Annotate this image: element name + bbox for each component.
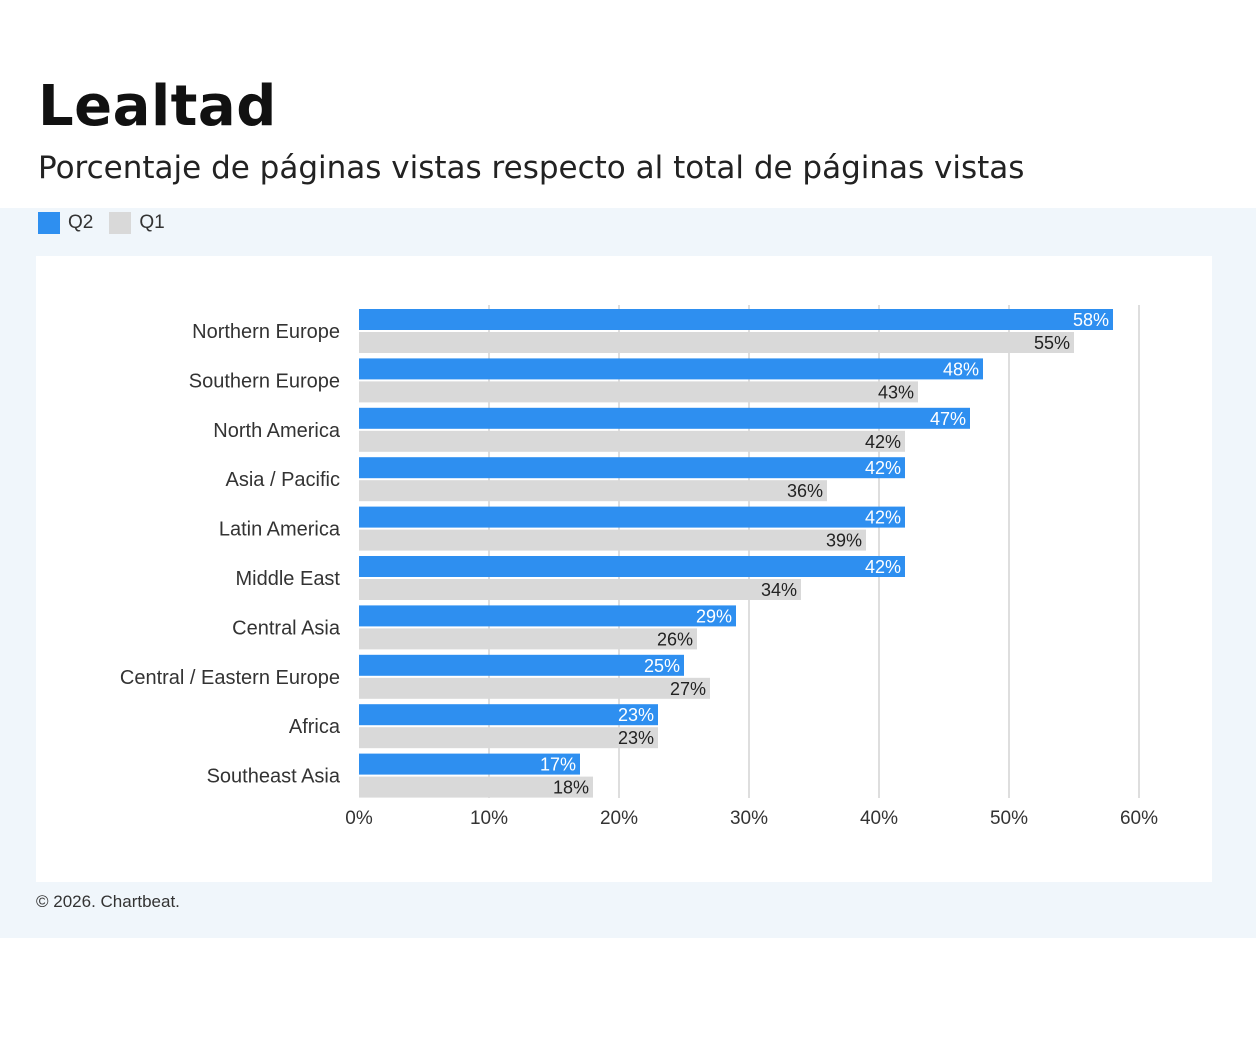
data-label-q1: 36% bbox=[787, 481, 823, 501]
x-tick-label: 0% bbox=[345, 808, 373, 829]
legend-swatch-q1 bbox=[109, 212, 132, 234]
bar-q2 bbox=[359, 753, 580, 775]
bar-q1 bbox=[359, 529, 866, 551]
data-label-q1: 27% bbox=[670, 679, 706, 699]
category-label: Middle East bbox=[236, 568, 341, 590]
data-label-q1: 18% bbox=[553, 778, 589, 798]
bar-q1 bbox=[359, 430, 905, 452]
data-label-q2: 25% bbox=[644, 656, 680, 676]
data-label-q2: 42% bbox=[865, 508, 901, 528]
data-label-q2: 23% bbox=[618, 705, 654, 725]
bar-q2 bbox=[359, 358, 983, 380]
x-tick-label: 50% bbox=[990, 808, 1028, 829]
bar-q1 bbox=[359, 381, 918, 403]
category-label: Central Asia bbox=[232, 617, 341, 639]
category-label: North America bbox=[213, 420, 341, 442]
bar-q2 bbox=[359, 506, 905, 528]
legend-item-q2: Q2 bbox=[38, 212, 93, 234]
x-tick-label: 20% bbox=[600, 808, 638, 829]
bar-q1 bbox=[359, 332, 1074, 353]
category-label: Asia / Pacific bbox=[226, 469, 340, 491]
category-label: Northern Europe bbox=[192, 321, 340, 343]
bar-q1 bbox=[359, 727, 658, 749]
chart-title: Lealtad bbox=[38, 74, 277, 139]
bar-q2 bbox=[359, 605, 736, 627]
chart-subtitle: Porcentaje de páginas vistas respecto al… bbox=[38, 150, 1025, 186]
legend-label-q2: Q2 bbox=[68, 212, 94, 233]
bar-q2 bbox=[359, 407, 970, 429]
x-tick-label: 40% bbox=[860, 808, 898, 829]
bar-q2 bbox=[359, 309, 1113, 330]
x-tick-label: 60% bbox=[1120, 808, 1158, 829]
data-label-q1: 34% bbox=[761, 580, 797, 600]
category-label: Africa bbox=[289, 716, 341, 738]
category-label: Southeast Asia bbox=[207, 766, 341, 788]
category-label: Latin America bbox=[219, 519, 341, 541]
data-label-q1: 39% bbox=[826, 531, 862, 551]
legend-label-q1: Q1 bbox=[139, 212, 165, 233]
bar-q2 bbox=[359, 704, 658, 726]
data-label-q2: 47% bbox=[930, 409, 966, 429]
data-label-q2: 17% bbox=[540, 755, 576, 775]
bar-q1 bbox=[359, 628, 697, 650]
data-label-q2: 58% bbox=[1073, 310, 1109, 330]
copyright-footer: © 2026. Chartbeat. bbox=[36, 892, 180, 911]
bar-q1 bbox=[359, 677, 710, 699]
x-tick-label: 10% bbox=[470, 808, 508, 829]
data-label-q1: 43% bbox=[878, 382, 914, 402]
bar-q1 bbox=[359, 480, 827, 502]
data-label-q2: 48% bbox=[943, 359, 979, 379]
data-label-q2: 29% bbox=[696, 606, 732, 626]
legend: Q2 Q1 bbox=[38, 212, 181, 234]
data-label-q1: 42% bbox=[865, 432, 901, 452]
plot-area: 0% 10% 20% 30% 40% 50% 60% Northern Europe 58% 55… bbox=[36, 256, 1212, 882]
bar-q2 bbox=[359, 556, 905, 577]
data-label-q1: 26% bbox=[657, 629, 693, 649]
bar-q1 bbox=[359, 776, 593, 798]
category-label: Southern Europe bbox=[189, 370, 340, 392]
data-label-q2: 42% bbox=[865, 458, 901, 478]
x-tick-label: 30% bbox=[730, 808, 768, 829]
legend-item-q1: Q1 bbox=[109, 212, 165, 234]
bar-q2 bbox=[359, 457, 905, 479]
bar-chart: 0% 10% 20% 30% 40% 50% 60% Northern Europe 58%55… bbox=[120, 305, 1158, 829]
bar-q2 bbox=[359, 654, 684, 676]
category-label: Central / Eastern Europe bbox=[120, 667, 340, 689]
bar-q1 bbox=[359, 579, 801, 600]
data-label-q1: 23% bbox=[618, 728, 654, 748]
legend-swatch-q2 bbox=[38, 212, 60, 234]
data-label-q1: 55% bbox=[1034, 333, 1070, 353]
data-label-q2: 42% bbox=[865, 557, 901, 577]
